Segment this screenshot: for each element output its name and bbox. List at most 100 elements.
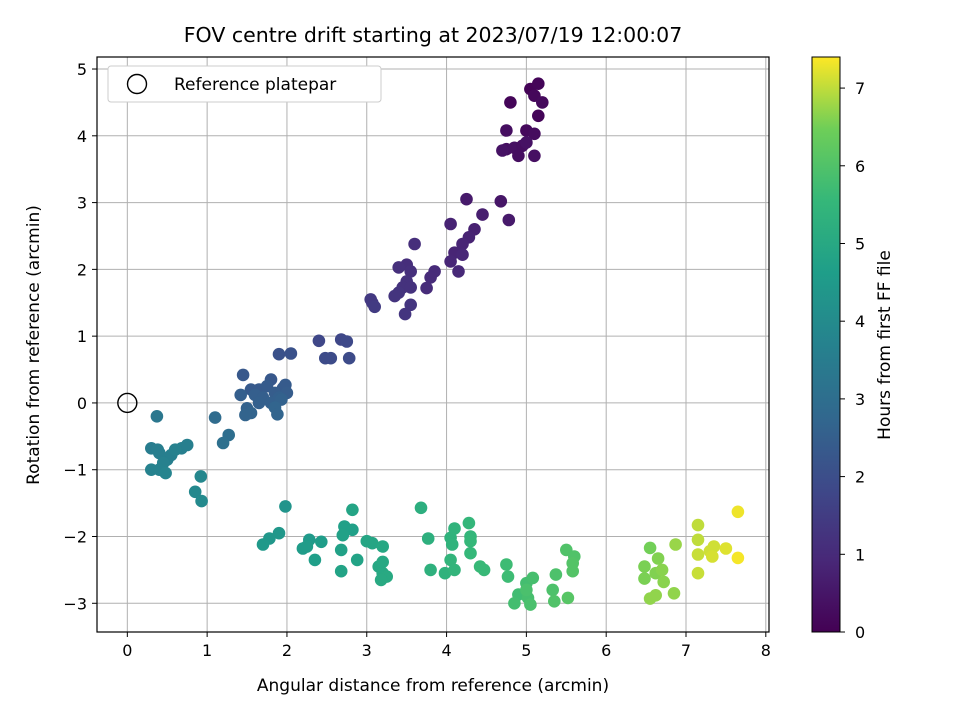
x-tick-label: 6 bbox=[601, 641, 611, 660]
data-point bbox=[150, 410, 164, 423]
data-point bbox=[566, 564, 579, 578]
y-tick-label: 2 bbox=[77, 260, 87, 279]
data-point bbox=[549, 568, 563, 581]
data-point bbox=[501, 570, 515, 583]
data-point bbox=[438, 566, 452, 580]
colorbar-gradient bbox=[811, 56, 841, 633]
x-tick-label: 5 bbox=[521, 641, 531, 660]
colorbar-tick-label: 3 bbox=[855, 390, 865, 409]
data-point bbox=[476, 208, 489, 221]
data-point bbox=[643, 592, 657, 605]
data-point bbox=[234, 388, 247, 402]
data-point bbox=[324, 351, 338, 365]
data-point bbox=[669, 538, 682, 551]
data-point bbox=[312, 334, 326, 348]
x-tick-label: 2 bbox=[282, 641, 292, 660]
data-points bbox=[145, 77, 745, 611]
data-point bbox=[208, 411, 222, 424]
data-point bbox=[404, 281, 418, 294]
data-point bbox=[424, 563, 437, 577]
data-point bbox=[526, 571, 540, 585]
y-axis: −3 −2 −1 0 1 2 3 4 5 bbox=[63, 60, 97, 613]
data-point bbox=[448, 563, 461, 577]
y-tick-label: −1 bbox=[63, 461, 87, 480]
data-point bbox=[464, 534, 477, 548]
reference-point bbox=[117, 392, 138, 414]
data-point bbox=[528, 127, 541, 141]
data-point bbox=[504, 96, 517, 109]
y-tick-label: 3 bbox=[77, 194, 87, 213]
x-axis: 0 1 2 3 4 5 6 7 8 bbox=[122, 632, 771, 660]
data-point bbox=[421, 532, 435, 545]
data-point bbox=[494, 195, 508, 208]
data-point bbox=[546, 583, 559, 597]
data-point bbox=[456, 248, 469, 261]
data-point bbox=[424, 271, 437, 284]
data-point bbox=[657, 575, 670, 589]
legend-label-reference: Reference platepar bbox=[174, 75, 336, 95]
x-tick-label: 7 bbox=[681, 641, 691, 660]
data-point bbox=[520, 583, 533, 597]
data-point bbox=[342, 351, 356, 365]
data-point bbox=[308, 553, 322, 567]
data-point bbox=[444, 255, 457, 268]
y-tick-label: 5 bbox=[77, 60, 87, 79]
colorbar-tick-label: 0 bbox=[855, 623, 865, 642]
y-tick-label: 4 bbox=[77, 127, 87, 146]
data-point bbox=[512, 149, 525, 163]
data-point bbox=[651, 552, 665, 565]
data-point bbox=[414, 501, 428, 515]
data-point bbox=[168, 443, 182, 457]
data-point bbox=[374, 573, 388, 587]
data-point bbox=[719, 542, 733, 555]
data-point bbox=[643, 541, 657, 555]
data-point bbox=[464, 546, 477, 560]
data-point bbox=[691, 548, 705, 561]
chart-title: FOV centre drift starting at 2023/07/19 … bbox=[184, 23, 683, 47]
data-point bbox=[731, 505, 745, 519]
data-point bbox=[216, 436, 230, 450]
data-point bbox=[159, 466, 172, 480]
data-point bbox=[532, 109, 545, 123]
data-point bbox=[376, 555, 390, 569]
data-point bbox=[502, 213, 516, 227]
data-point bbox=[524, 598, 537, 611]
data-point bbox=[408, 237, 421, 251]
data-point bbox=[404, 298, 418, 312]
colorbar-tick-label: 5 bbox=[855, 234, 865, 253]
colorbar-label: Hours from first FF file bbox=[875, 250, 895, 440]
data-point bbox=[444, 553, 457, 567]
data-point bbox=[691, 518, 705, 532]
data-point bbox=[691, 566, 705, 580]
data-point bbox=[707, 540, 721, 553]
data-point bbox=[448, 522, 461, 535]
data-point bbox=[456, 237, 469, 251]
legend-marker-reference bbox=[126, 73, 148, 95]
data-point bbox=[731, 551, 745, 565]
colorbar-tick-label: 1 bbox=[855, 545, 865, 564]
data-point bbox=[239, 408, 252, 422]
colorbar-tick-label: 6 bbox=[855, 157, 865, 176]
x-tick-label: 3 bbox=[362, 641, 372, 660]
data-point bbox=[334, 543, 348, 557]
data-point bbox=[444, 217, 457, 231]
y-axis-label: Rotation from reference (arcmin) bbox=[24, 205, 44, 485]
data-point bbox=[496, 144, 509, 157]
data-point bbox=[445, 538, 459, 551]
data-point bbox=[195, 494, 208, 508]
data-point bbox=[350, 553, 364, 567]
legend: Reference platepar bbox=[107, 65, 382, 103]
data-point bbox=[376, 540, 390, 553]
data-point bbox=[667, 587, 681, 600]
data-point bbox=[279, 500, 292, 513]
data-point bbox=[252, 396, 266, 410]
colorbar-tick-label: 4 bbox=[855, 312, 865, 331]
data-point bbox=[188, 485, 202, 499]
data-point bbox=[194, 470, 208, 483]
data-point bbox=[420, 281, 433, 295]
data-point bbox=[271, 408, 284, 421]
data-point bbox=[500, 124, 513, 137]
data-point bbox=[508, 597, 521, 610]
